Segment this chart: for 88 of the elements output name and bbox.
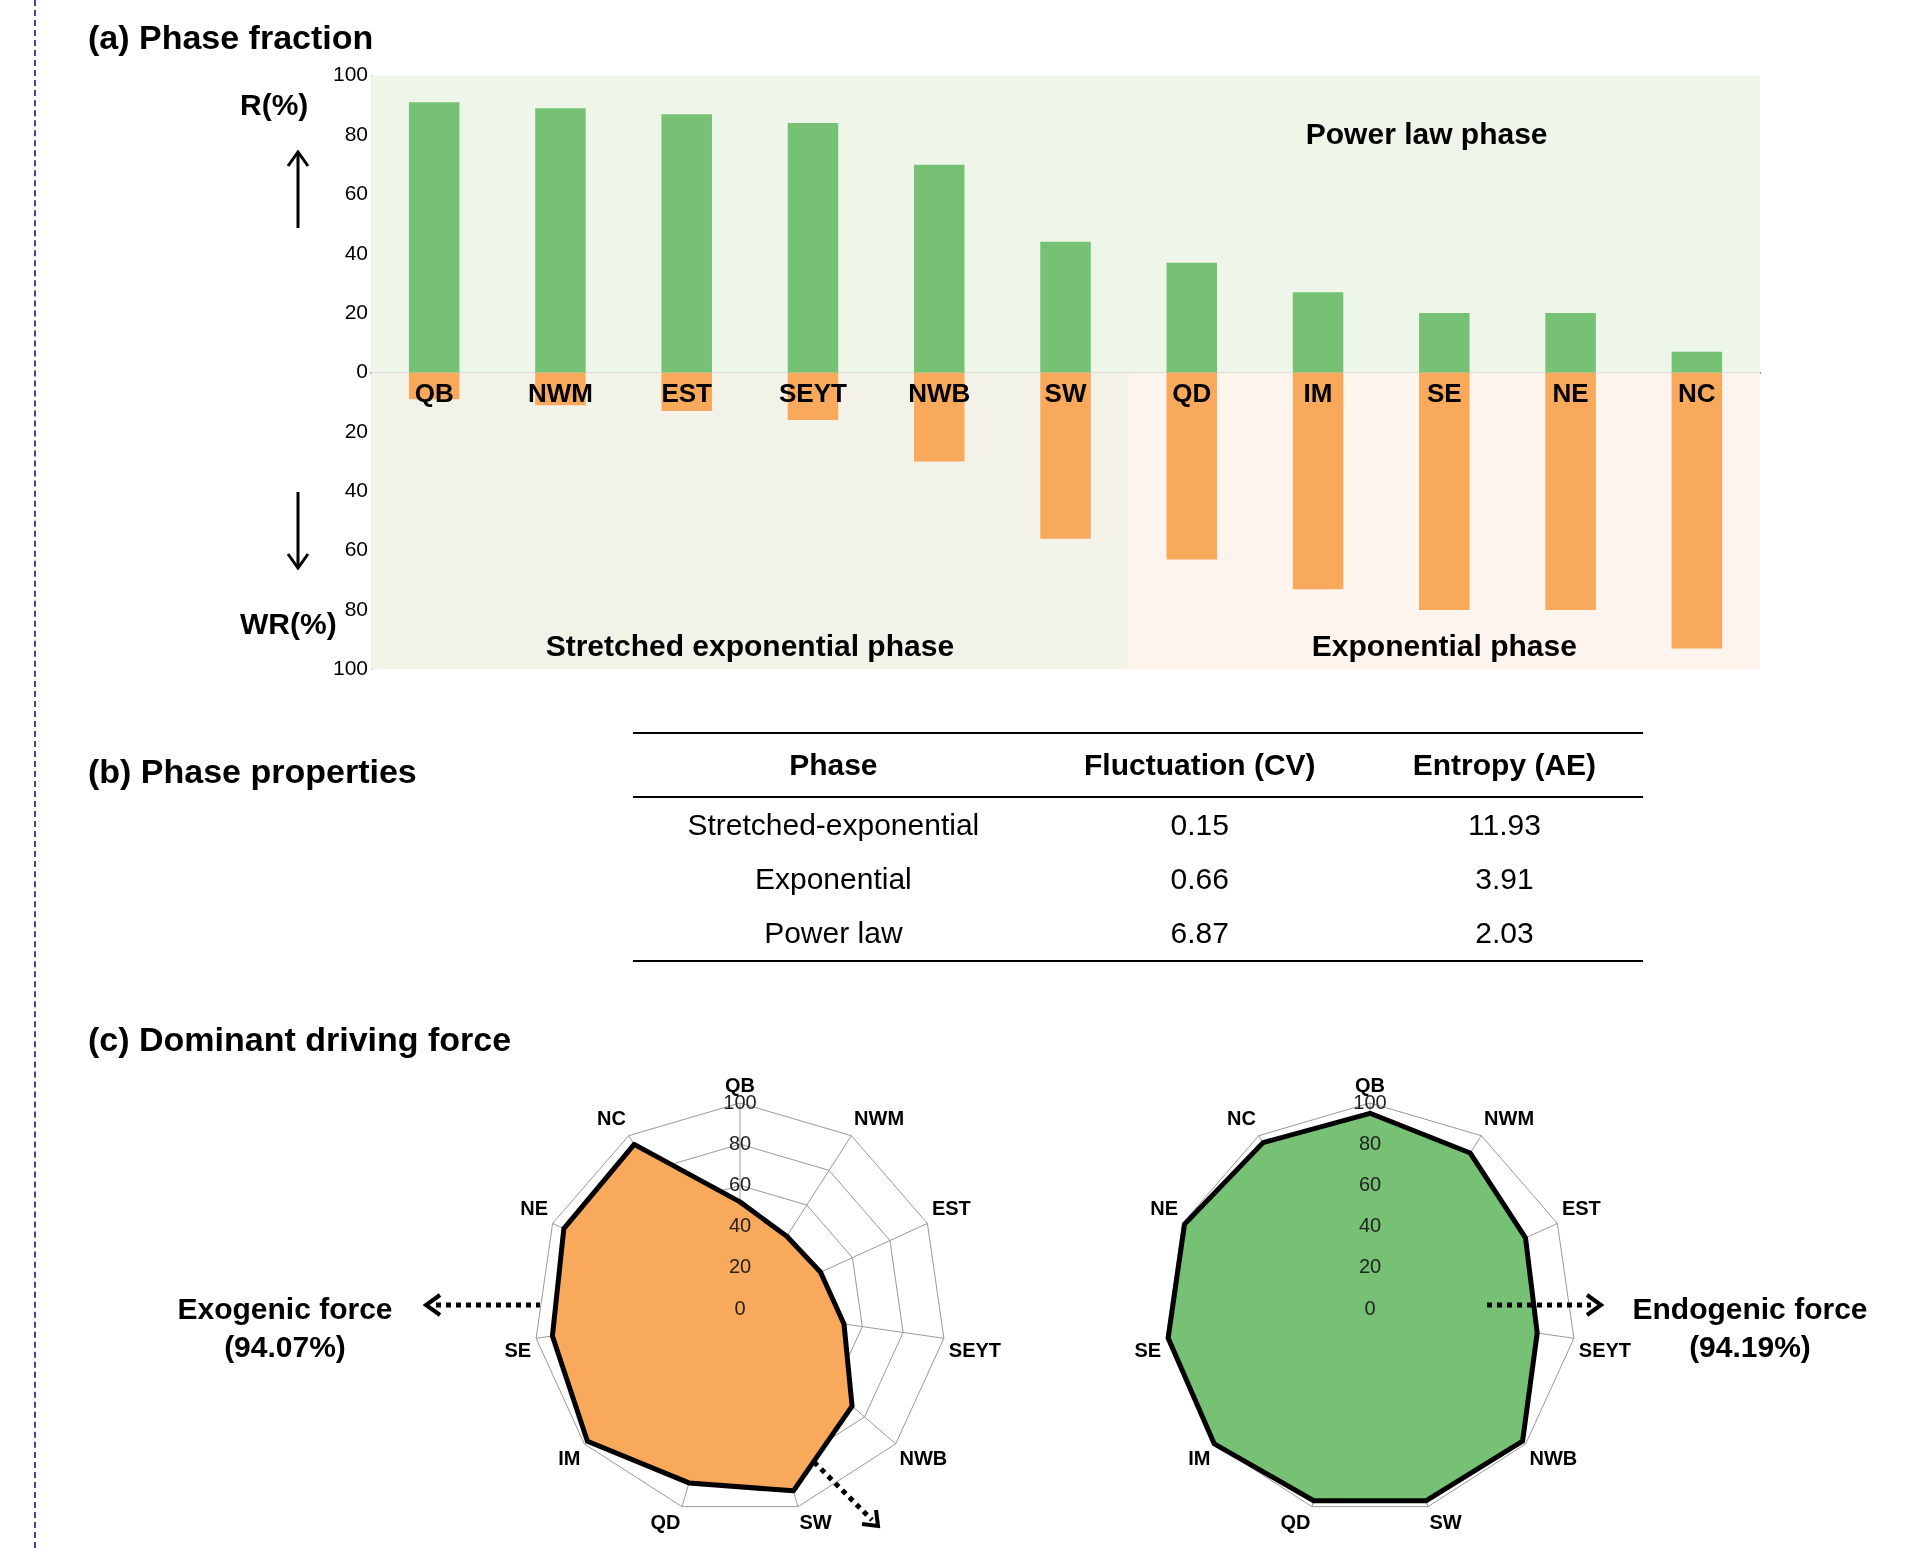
spoke-label: NWB	[899, 1446, 948, 1469]
y-tick-label: 60	[344, 181, 369, 205]
y-tick-label: 40	[728, 1214, 752, 1237]
y-tick-label: 100	[332, 656, 369, 680]
y-tick-label: 40	[344, 240, 369, 264]
spoke-label: SEYT	[1578, 1338, 1632, 1361]
text: 0.15	[1170, 808, 1229, 841]
x-tick-label: QD	[1172, 377, 1212, 408]
spoke-label: IM	[1188, 1446, 1211, 1469]
text: Exogenic force (94.07%)	[176, 1291, 394, 1365]
bar	[1545, 313, 1596, 373]
x-tick-label: NE	[1552, 377, 1589, 408]
spoke-label: NC	[1227, 1107, 1256, 1130]
y-tick-label: 80	[344, 596, 369, 620]
bar	[787, 123, 839, 373]
text: (b) Phase properties	[88, 752, 417, 791]
spoke-label: NWM	[1484, 1107, 1535, 1130]
text: Endogenic force (94.19%)	[1632, 1292, 1868, 1363]
chart-title: (a) Phase fraction	[88, 18, 374, 57]
x-tick-label: IM	[1303, 377, 1333, 408]
text: WR(%)	[240, 606, 337, 642]
spoke-label: IM	[558, 1446, 581, 1469]
bar	[1166, 372, 1218, 560]
spoke-label: SW	[1429, 1510, 1462, 1533]
y-tick-label: 0	[1364, 1296, 1376, 1319]
text: 11.93	[1468, 808, 1541, 841]
bar	[1040, 241, 1091, 373]
band-label: Stretched exponential phase	[545, 628, 955, 662]
spoke-label: NWM	[854, 1107, 905, 1130]
text: 2.03	[1475, 916, 1534, 949]
text: 6.87	[1170, 916, 1229, 949]
y-tick-label: 20	[344, 418, 369, 442]
band-label: Power law phase	[1305, 116, 1548, 150]
bar	[535, 108, 586, 373]
category-label: Entropy (AE)	[1365, 733, 1643, 797]
y-tick-label: 20	[344, 299, 369, 323]
y-tick-label: 80	[1358, 1131, 1382, 1154]
category-label: Phase	[633, 733, 1034, 797]
spoke-label: QD	[1280, 1510, 1311, 1533]
bar	[408, 102, 460, 373]
bar	[1545, 372, 1596, 611]
bar	[661, 114, 712, 373]
spoke-label: NE	[520, 1196, 549, 1219]
spoke-label: SE	[1134, 1338, 1162, 1361]
spoke-label: NE	[1150, 1196, 1179, 1219]
bar	[914, 164, 965, 373]
spoke-label: NC	[597, 1107, 626, 1130]
text: 3.91	[1475, 862, 1534, 895]
y-tick-label: 100	[332, 62, 369, 86]
y-tick-label: 80	[344, 121, 369, 145]
y-tick-label: 60	[728, 1172, 752, 1195]
bar	[1419, 372, 1470, 611]
spoke-label: EST	[1561, 1196, 1601, 1219]
y-tick-label: 80	[728, 1131, 752, 1154]
x-tick-label: EST	[661, 377, 713, 408]
y-tick-label: 40	[344, 478, 369, 502]
bar	[1040, 372, 1091, 539]
text: Stretched-exponential	[687, 808, 980, 841]
bar	[1292, 372, 1344, 590]
spoke-label: SE	[504, 1338, 532, 1361]
bar	[1419, 313, 1470, 373]
spoke-label: EST	[931, 1196, 971, 1219]
y-tick-label: 40	[1358, 1214, 1382, 1237]
bar	[1166, 262, 1218, 373]
y-tick-label: 20	[1358, 1255, 1382, 1278]
bar	[1671, 351, 1723, 373]
y-tick-label: 0	[734, 1296, 746, 1319]
y-tick-label: 60	[1358, 1172, 1382, 1195]
text: 0.66	[1170, 862, 1229, 895]
x-tick-label: QB	[414, 377, 454, 408]
bar	[1292, 292, 1344, 373]
bar	[1671, 372, 1723, 649]
x-tick-label: NC	[1678, 377, 1716, 408]
spoke-label: SEYT	[948, 1338, 1002, 1361]
text: Power law	[764, 916, 903, 949]
spoke-label: SW	[799, 1510, 832, 1533]
category-label: Fluctuation (CV)	[1033, 733, 1366, 797]
spoke-label: QD	[650, 1510, 681, 1533]
y-tick-label: 0	[356, 359, 369, 383]
chart-title: (c) Dominant driving force	[88, 1020, 512, 1059]
text: Exponential	[754, 862, 912, 895]
y-tick-label: 60	[344, 537, 369, 561]
x-tick-label: SE	[1426, 377, 1462, 408]
spoke-label: NWB	[1529, 1446, 1578, 1469]
y-axis-title: R(%)	[240, 87, 309, 123]
x-tick-label: SW	[1044, 377, 1087, 408]
band-label: Exponential phase	[1311, 628, 1577, 662]
y-tick-label: 20	[728, 1255, 752, 1278]
